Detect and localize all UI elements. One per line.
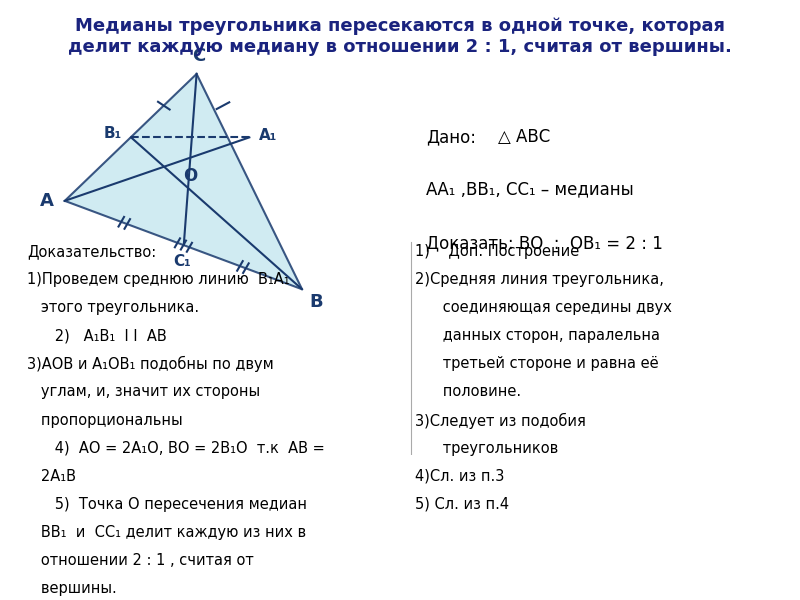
Text: 4)  АО = 2А₁О, ВО = 2В₁О  т.к  АВ =: 4) АО = 2А₁О, ВО = 2В₁О т.к АВ = xyxy=(27,440,325,455)
Text: 2)Средняя линия треугольника,: 2)Средняя линия треугольника, xyxy=(415,272,664,287)
Text: 3)Следует из подобия: 3)Следует из подобия xyxy=(415,413,586,429)
Text: △ АВС: △ АВС xyxy=(498,128,550,146)
Text: B₁: B₁ xyxy=(103,126,122,141)
Text: этого треугольника.: этого треугольника. xyxy=(27,300,199,315)
Text: 1)    Доп. Построение: 1) Доп. Построение xyxy=(415,244,579,259)
Text: пропорциональны: пропорциональны xyxy=(27,413,182,428)
Text: 3)АОВ и А₁ОВ₁ подобны по двум: 3)АОВ и А₁ОВ₁ подобны по двум xyxy=(27,356,274,373)
Text: отношении 2 : 1 , считая от: отношении 2 : 1 , считая от xyxy=(27,553,254,568)
Text: O: O xyxy=(183,167,198,185)
Text: треугольников: треугольников xyxy=(415,440,558,455)
Text: углам, и, значит их стороны: углам, и, значит их стороны xyxy=(27,385,260,400)
Text: C₁: C₁ xyxy=(173,254,190,269)
Text: 5)  Точка О пересечения медиан: 5) Точка О пересечения медиан xyxy=(27,497,307,512)
Text: Доказательство:: Доказательство: xyxy=(27,244,156,259)
Text: соединяющая середины двух: соединяющая середины двух xyxy=(415,300,672,315)
Text: C: C xyxy=(192,47,205,65)
Text: Медианы треугольника пересекаются в одной точке, которая
делит каждую медиану в : Медианы треугольника пересекаются в одно… xyxy=(68,17,732,56)
Text: 2)   А₁В₁  І І  АВ: 2) А₁В₁ І І АВ xyxy=(27,328,167,343)
Text: 4)Сл. из п.3: 4)Сл. из п.3 xyxy=(415,469,505,484)
Text: вершины.: вершины. xyxy=(27,581,117,596)
Text: половине.: половине. xyxy=(415,385,521,400)
Text: ВВ₁  и  СС₁ делит каждую из них в: ВВ₁ и СС₁ делит каждую из них в xyxy=(27,525,306,540)
Text: A₁: A₁ xyxy=(258,128,277,143)
Text: Доказать: ВО  :  ОВ₁ = 2 : 1: Доказать: ВО : ОВ₁ = 2 : 1 xyxy=(426,235,663,253)
Text: A: A xyxy=(39,192,54,210)
Text: данных сторон, паралельна: данных сторон, паралельна xyxy=(415,328,660,343)
Text: 5) Сл. из п.4: 5) Сл. из п.4 xyxy=(415,497,509,512)
Text: 1)Проведем среднюю линию  В₁А₁: 1)Проведем среднюю линию В₁А₁ xyxy=(27,272,290,287)
Text: 2А₁В: 2А₁В xyxy=(27,469,76,484)
Text: Дано:: Дано: xyxy=(426,128,476,146)
Text: АА₁ ,ВВ₁, СС₁ – медианы: АА₁ ,ВВ₁, СС₁ – медианы xyxy=(426,181,634,199)
Text: B: B xyxy=(310,293,323,311)
Text: третьей стороне и равна её: третьей стороне и равна её xyxy=(415,356,658,371)
Polygon shape xyxy=(65,74,302,289)
